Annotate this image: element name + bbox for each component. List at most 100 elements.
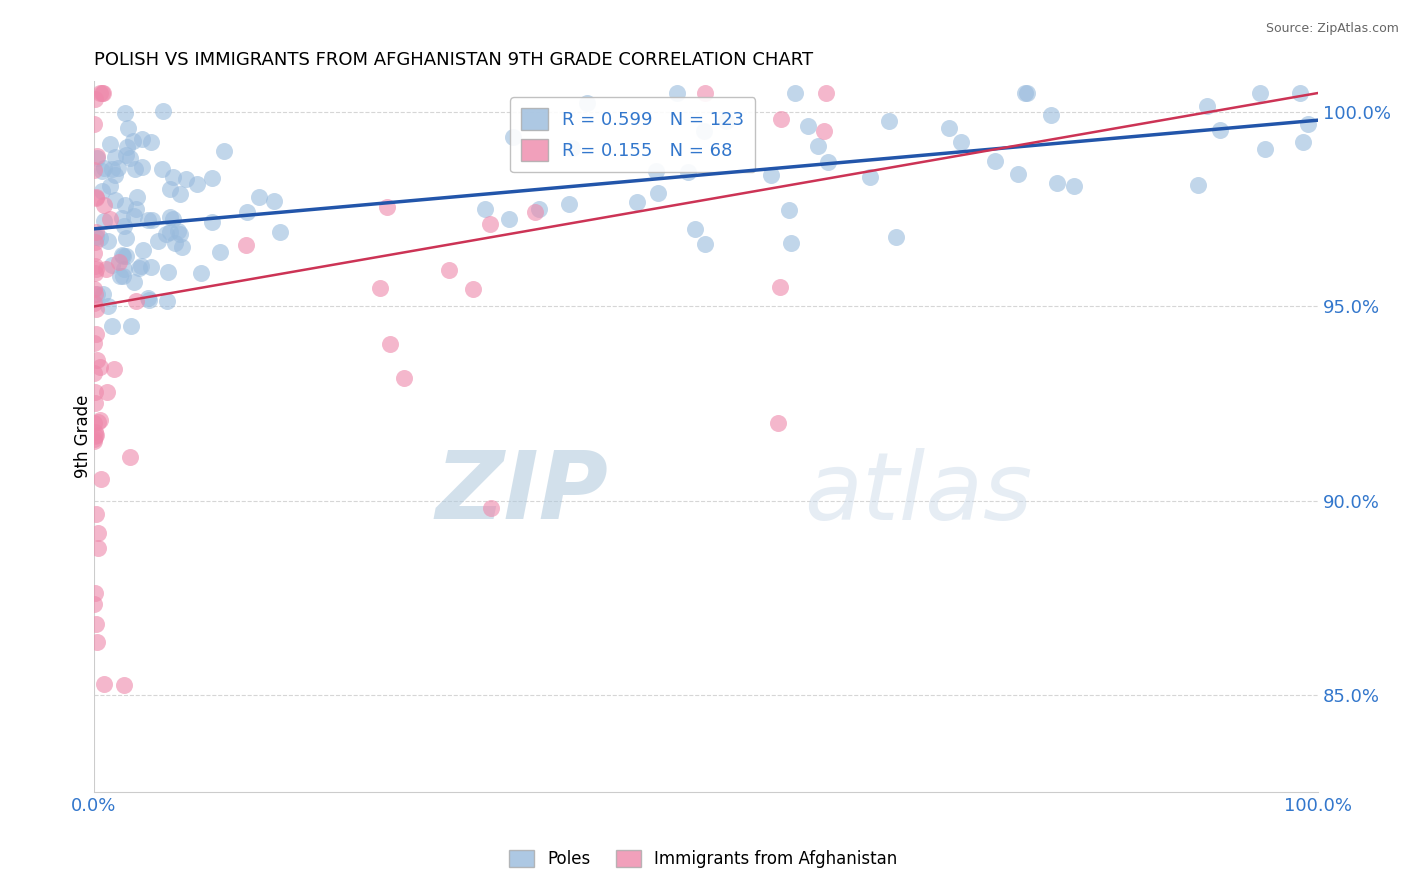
Point [83,245,105,260]
Point [136,291,159,305]
Point [115,140,138,154]
Point [813,124,835,138]
Point [83,259,105,273]
Point [83,384,105,399]
Point [527,202,550,216]
Point [84,92,107,106]
Point [98,211,121,226]
Point [666,86,689,100]
Point [83,395,105,409]
Point [806,139,828,153]
Point [112,250,135,264]
Point [124,202,146,216]
Point [93,198,115,212]
Point [938,120,960,135]
Point [170,240,193,254]
Point [94,262,117,277]
Point [83,335,105,350]
Point [759,169,782,183]
Point [236,204,259,219]
Point [98,179,121,194]
Point [796,120,818,134]
Point [575,95,598,110]
Point [107,161,129,175]
Point [115,249,138,263]
Point [474,202,496,217]
Point [1249,86,1271,100]
Point [84,225,107,239]
Point [676,165,699,179]
Point [104,150,127,164]
Point [478,217,501,231]
Point [647,186,669,201]
Point [212,144,235,158]
Point [1046,176,1069,190]
Point [86,151,108,165]
Point [83,586,105,600]
Point [83,235,105,249]
Point [1296,117,1319,131]
Point [84,261,107,276]
Text: Source: ZipAtlas.com: Source: ZipAtlas.com [1265,22,1399,36]
Point [91,86,114,100]
Point [101,161,124,176]
Point [368,280,391,294]
Point [394,371,416,385]
Point [695,86,717,100]
Point [693,124,716,138]
Point [112,261,135,276]
Point [120,450,142,464]
Point [98,137,121,152]
Point [115,148,138,162]
Point [139,260,162,274]
Point [112,677,135,691]
Point [86,286,108,301]
Point [778,203,800,218]
Point [190,266,212,280]
Point [502,130,524,145]
Point [461,282,484,296]
Point [714,114,737,128]
Point [141,212,163,227]
Point [86,508,108,522]
Point [141,135,163,149]
Point [83,282,105,296]
Point [1195,99,1218,113]
Point [783,86,806,100]
Point [84,191,107,205]
Point [695,237,717,252]
Point [84,266,107,280]
Point [114,105,136,120]
Point [122,275,145,289]
Point [83,425,105,439]
Point [159,210,181,224]
Point [201,215,224,229]
Point [86,635,108,649]
Text: atlas: atlas [804,448,1032,539]
Point [779,236,801,251]
Point [87,525,110,540]
Point [83,296,105,310]
Point [884,230,907,244]
Point [683,221,706,235]
Point [498,212,520,227]
Point [104,168,127,182]
Point [949,135,972,149]
Point [104,193,127,207]
Point [1007,167,1029,181]
Point [86,353,108,368]
Point [645,164,668,178]
Point [859,170,882,185]
Point [89,86,111,100]
Point [1289,86,1312,100]
Point [91,86,114,100]
Point [84,327,107,342]
Point [146,234,169,248]
Point [120,151,142,165]
Point [114,198,136,212]
Point [817,155,839,169]
Point [1017,86,1039,100]
Point [122,209,145,223]
Point [380,336,402,351]
Point [91,184,114,198]
